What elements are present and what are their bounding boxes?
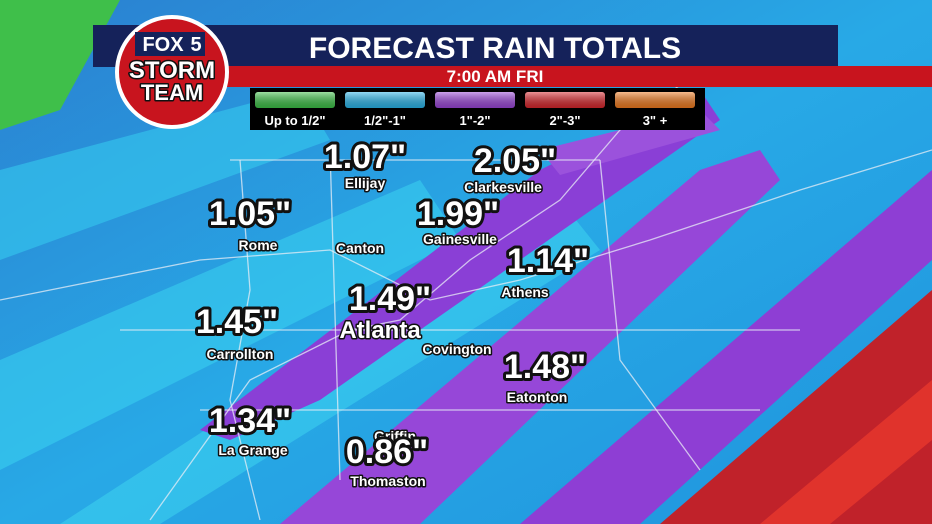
city-name: Rome [239, 237, 278, 253]
legend-swatch-shine [525, 92, 605, 108]
title: FORECAST RAIN TOTALS [309, 32, 681, 65]
logo-channel: 5 [190, 34, 201, 56]
city-name: Canton [336, 240, 384, 256]
rain-total: 2.05" [474, 142, 556, 180]
legend-label: 1/2"-1" [364, 113, 406, 128]
city-name: Covington [422, 341, 491, 357]
legend-label: 1"-2" [459, 113, 490, 128]
city-name: Thomaston [350, 473, 425, 489]
locations: 1.07"Ellijay 2.05"Clarkesville 1.05" Rome 1.… [193, 135, 592, 491]
rain-total: 1.48" [504, 348, 586, 386]
rain-total: 1.07" [324, 138, 406, 176]
legend-label: Up to 1/2" [264, 113, 325, 128]
logo-brand: FOX [142, 34, 184, 56]
legend-swatch-shine [435, 92, 515, 108]
legend-swatch-shine [345, 92, 425, 108]
city-name: Atlanta [339, 317, 421, 344]
rain-total: 1.99" [417, 195, 499, 233]
legend-label: 2"-3" [549, 113, 580, 128]
city-name: Griffin [374, 428, 416, 444]
rain-total: 1.45" [196, 303, 278, 341]
legend-items: Up to 1/2" 1/2"-1" 1"-2" 2"-3" 3" + [255, 92, 695, 128]
legend-swatch-shine [255, 92, 335, 108]
time-bar [205, 66, 932, 87]
logo-line2: TEAM [141, 80, 203, 105]
legend-label: 3" + [643, 113, 668, 128]
time: 7:00 AM FRI [447, 67, 544, 86]
city-name: Ellijay [345, 175, 386, 191]
logo-line1: STORM [129, 57, 215, 84]
rain-total: 1.34" [209, 402, 291, 440]
rain-total: 1.14" [507, 242, 589, 280]
rain-total: 1.49" [349, 280, 431, 318]
rain-total: 0.86" [346, 433, 428, 471]
legend-swatch-shine [615, 92, 695, 108]
rain-total: 1.05" [209, 195, 291, 233]
city-name: Eatonton [507, 389, 568, 405]
city-name: La Grange [218, 442, 287, 458]
city-name: Clarkesville [464, 179, 542, 195]
city-name: Athens [501, 284, 549, 300]
logo: FOX 5 STORM TEAM [115, 15, 229, 129]
city-name: Carrollton [207, 346, 274, 362]
city-name: Gainesville [423, 231, 497, 247]
